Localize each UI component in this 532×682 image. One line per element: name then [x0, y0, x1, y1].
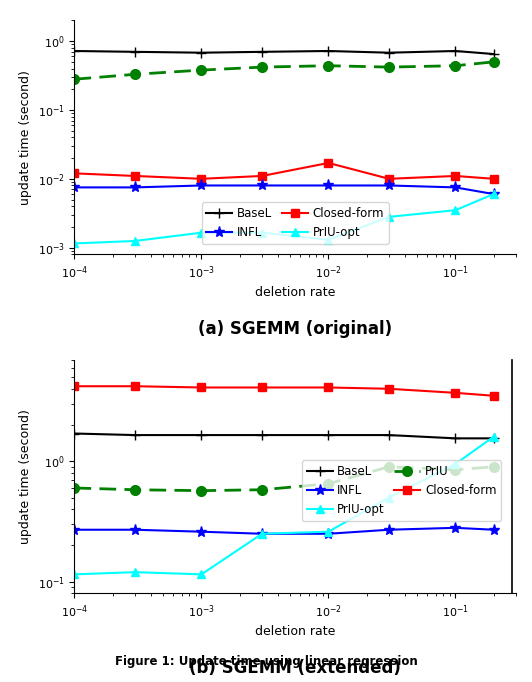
PrIU	[386, 462, 392, 471]
Line: INFL: INFL	[69, 522, 499, 539]
PrIU-opt	[386, 493, 392, 501]
Line: INFL: INFL	[69, 180, 499, 200]
PrIU-opt	[71, 239, 78, 248]
Line: Closed-form: Closed-form	[70, 382, 498, 400]
PrIU	[325, 61, 331, 70]
PrIU-opt	[491, 190, 497, 198]
Line: PrIU-opt: PrIU-opt	[70, 432, 498, 578]
INFL	[259, 530, 265, 538]
Legend: BaseL, INFL, Closed-form, PrIU-opt: BaseL, INFL, Closed-form, PrIU-opt	[202, 203, 389, 243]
INFL	[71, 526, 78, 534]
BaseL	[452, 434, 459, 443]
BaseL	[452, 47, 459, 55]
PrIU-opt	[491, 432, 497, 441]
PrIU-opt	[452, 460, 459, 468]
INFL	[491, 190, 497, 198]
BaseL	[198, 431, 205, 439]
BaseL	[386, 48, 392, 57]
PrIU	[71, 484, 78, 492]
Closed-form	[71, 169, 78, 177]
PrIU	[71, 75, 78, 83]
INFL	[325, 181, 331, 190]
PrIU	[452, 61, 459, 70]
INFL	[132, 183, 138, 192]
BaseL	[198, 48, 205, 57]
Text: Figure 1: Update time using linear regression: Figure 1: Update time using linear regre…	[114, 655, 418, 668]
PrIU	[491, 58, 497, 66]
Line: BaseL: BaseL	[70, 46, 498, 59]
Closed-form	[198, 383, 205, 391]
BaseL	[259, 48, 265, 56]
BaseL	[491, 434, 497, 443]
Closed-form	[259, 383, 265, 391]
INFL	[491, 526, 497, 534]
PrIU-opt	[71, 570, 78, 578]
PrIU-opt	[198, 228, 205, 237]
Closed-form	[325, 159, 331, 167]
BaseL	[71, 47, 78, 55]
PrIU-opt	[259, 530, 265, 538]
PrIU	[491, 462, 497, 471]
PrIU	[259, 486, 265, 494]
INFL	[259, 181, 265, 190]
Closed-form	[491, 391, 497, 400]
Line: BaseL: BaseL	[70, 429, 498, 443]
X-axis label: deletion rate: deletion rate	[255, 286, 336, 299]
Y-axis label: update time (second): update time (second)	[19, 70, 32, 205]
Closed-form	[325, 383, 331, 391]
Text: (b) SGEMM (extended): (b) SGEMM (extended)	[189, 659, 401, 677]
BaseL	[325, 47, 331, 55]
Line: PrIU: PrIU	[70, 57, 498, 84]
BaseL	[386, 431, 392, 439]
PrIU-opt	[198, 570, 205, 578]
INFL	[71, 183, 78, 192]
Closed-form	[491, 175, 497, 183]
INFL	[386, 181, 392, 190]
INFL	[325, 530, 331, 538]
PrIU	[132, 486, 138, 494]
X-axis label: deletion rate: deletion rate	[255, 625, 336, 638]
PrIU	[198, 66, 205, 74]
Line: Closed-form: Closed-form	[70, 159, 498, 183]
Closed-form	[132, 172, 138, 180]
BaseL	[259, 431, 265, 439]
Y-axis label: update time (second): update time (second)	[19, 409, 32, 544]
PrIU	[132, 70, 138, 78]
BaseL	[325, 431, 331, 439]
BaseL	[132, 431, 138, 439]
PrIU	[386, 63, 392, 71]
PrIU-opt	[325, 236, 331, 244]
INFL	[386, 526, 392, 534]
INFL	[132, 526, 138, 534]
BaseL	[491, 50, 497, 58]
PrIU-opt	[325, 528, 331, 536]
Closed-form	[452, 172, 459, 180]
INFL	[198, 181, 205, 190]
INFL	[452, 524, 459, 532]
PrIU	[452, 466, 459, 474]
Line: PrIU-opt: PrIU-opt	[70, 190, 498, 248]
PrIU-opt	[132, 237, 138, 245]
PrIU-opt	[132, 568, 138, 576]
Closed-form	[386, 385, 392, 393]
Text: (a) SGEMM (original): (a) SGEMM (original)	[198, 320, 392, 338]
Closed-form	[386, 175, 392, 183]
Closed-form	[132, 382, 138, 390]
PrIU	[259, 63, 265, 71]
BaseL	[71, 430, 78, 438]
PrIU-opt	[386, 213, 392, 221]
Closed-form	[198, 175, 205, 183]
INFL	[198, 528, 205, 536]
Closed-form	[71, 382, 78, 390]
PrIU	[198, 486, 205, 494]
BaseL	[132, 48, 138, 56]
Closed-form	[452, 389, 459, 397]
PrIU-opt	[259, 228, 265, 237]
INFL	[452, 183, 459, 192]
Closed-form	[259, 172, 265, 180]
Legend: BaseL, INFL, PrIU-opt, PrIU, Closed-form: BaseL, INFL, PrIU-opt, PrIU, Closed-form	[302, 460, 501, 520]
PrIU-opt	[452, 206, 459, 214]
PrIU	[325, 479, 331, 488]
Line: PrIU: PrIU	[70, 462, 498, 496]
